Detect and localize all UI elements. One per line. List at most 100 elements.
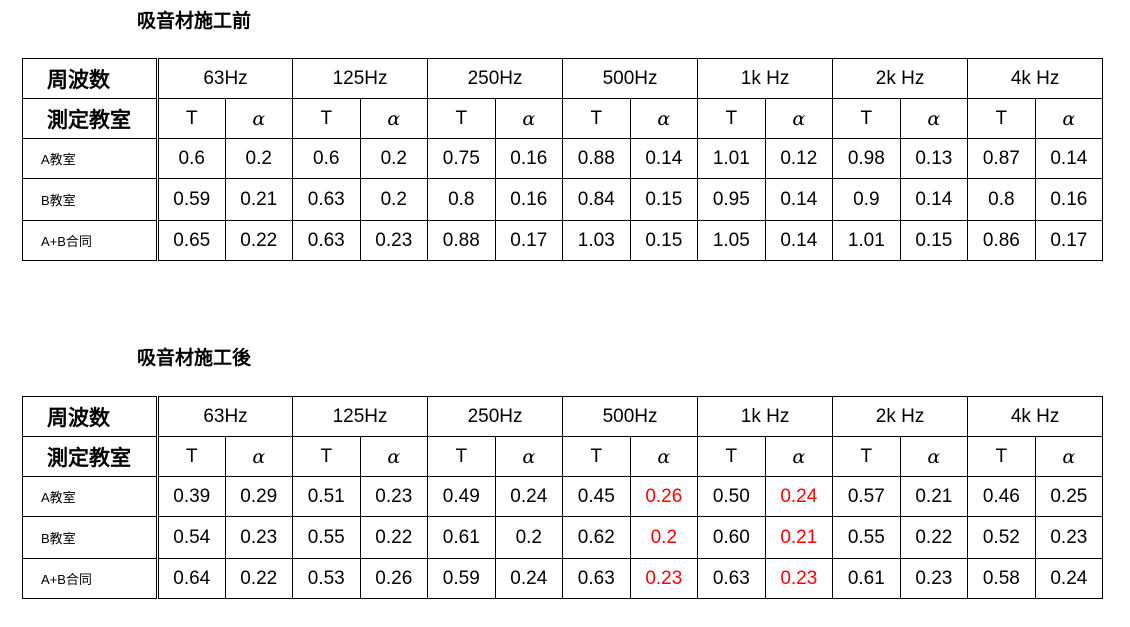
cell: 0.16 [494,178,564,221]
cell: 0.65 [157,220,226,261]
row-label: B教室 [22,178,159,221]
cell: 1.01 [832,220,901,261]
data-row: A+B合同 0.64 0.22 0.53 0.26 0.59 0.24 0.63 0.23 0.6… [22,558,1104,599]
data-table: 周波数 63Hz 125Hz 250Hz 500Hz 1k Hz 2k Hz 4k Hz 測定教… [22,58,1104,261]
cell: 0.24 [1034,558,1104,599]
column-label: α [494,436,564,477]
cell: 0.61 [832,558,901,599]
cell: 0.61 [427,516,496,559]
cell: 0.98 [832,138,901,179]
header-row: 周波数 63Hz 125Hz 250Hz 500Hz 1k Hz 2k Hz 4k Hz [22,58,1104,99]
column-label: α [899,98,969,139]
cell: 0.22 [224,220,294,261]
table-title: 吸音材施工前 [137,10,252,32]
row-label: A教室 [22,138,159,179]
frequency: 2k Hz [832,396,969,437]
cell: 0.15 [629,178,699,221]
cell: 0.21 [224,178,294,221]
cell: 0.14 [1034,138,1104,179]
row-label: A+B合同 [22,558,159,599]
cell: 0.62 [562,516,631,559]
column-label: α [629,436,699,477]
cell: 0.63 [697,558,766,599]
frequency: 2k Hz [832,58,969,99]
cell: 0.22 [359,516,429,559]
column-label: T [697,98,766,139]
column-label: α [359,98,429,139]
column-label: T [157,98,226,139]
frequency: 250Hz [427,58,564,99]
cell: 0.55 [292,516,361,559]
data-row: A+B合同 0.65 0.22 0.63 0.23 0.88 0.17 1.03 0.15 1.0… [22,220,1104,261]
data-row: A教室 0.39 0.29 0.51 0.23 0.49 0.24 0.45 0.26 0.50 0… [22,476,1104,517]
row-label: A教室 [22,476,159,517]
frequency: 63Hz [156,396,294,437]
column-label: α [359,436,429,477]
column-label: T [832,98,901,139]
frequency: 500Hz [562,58,699,99]
column-label: T [967,436,1036,477]
cell: 0.59 [427,558,496,599]
cell: 0.21 [899,476,969,517]
cell: 1.03 [562,220,631,261]
cell: 1.01 [697,138,766,179]
cell: 1.05 [697,220,766,261]
cell: 0.84 [562,178,631,221]
frequency: 500Hz [562,396,699,437]
column-label: T [697,436,766,477]
cell: 0.2 [629,516,699,559]
cell: 0.23 [1034,516,1104,559]
cell: 0.49 [427,476,496,517]
frequency: 250Hz [427,396,564,437]
frequency: 4k Hz [967,396,1104,437]
cell: 0.9 [832,178,901,221]
cell: 0.46 [967,476,1036,517]
cell: 0.6 [157,138,226,179]
cell: 0.2 [359,178,429,221]
column-label: α [224,436,294,477]
cell: 0.2 [359,138,429,179]
header-label: 周波数 [22,396,159,437]
cell: 0.55 [832,516,901,559]
cell: 0.16 [1034,178,1104,221]
cell: 0.52 [967,516,1036,559]
cell: 0.23 [899,558,969,599]
header-label: 周波数 [22,58,159,99]
cell: 0.8 [967,178,1036,221]
cell: 0.24 [494,558,564,599]
cell: 0.15 [629,220,699,261]
cell: 0.39 [157,476,226,517]
column-label: α [224,98,294,139]
column-label: α [494,98,564,139]
cell: 0.75 [427,138,496,179]
subheader-label: 測定教室 [22,436,159,477]
cell: 0.17 [494,220,564,261]
column-label: T [562,98,631,139]
cell: 0.12 [764,138,834,179]
frequency: 1k Hz [697,396,834,437]
column-label: T [427,436,496,477]
data-row: B教室 0.54 0.23 0.55 0.22 0.61 0.2 0.62 0.2 0.60 0.2… [22,516,1104,559]
cell: 0.60 [697,516,766,559]
column-label: α [629,98,699,139]
cell: 0.95 [697,178,766,221]
cell: 0.8 [427,178,496,221]
cell: 0.24 [764,476,834,517]
row-label: B教室 [22,516,159,559]
cell: 0.88 [562,138,631,179]
data-row: B教室 0.59 0.21 0.63 0.2 0.8 0.16 0.84 0.15 0.95 0.1… [22,178,1104,221]
cell: 0.6 [292,138,361,179]
cell: 0.59 [157,178,226,221]
column-label: α [899,436,969,477]
column-label: T [832,436,901,477]
cell: 0.23 [224,516,294,559]
cell: 0.2 [494,516,564,559]
cell: 0.14 [764,178,834,221]
column-label: T [967,98,1036,139]
frequency: 125Hz [292,58,429,99]
cell: 0.26 [629,476,699,517]
data-table: 周波数 63Hz 125Hz 250Hz 500Hz 1k Hz 2k Hz 4k Hz 測定教… [22,396,1104,599]
cell: 0.53 [292,558,361,599]
